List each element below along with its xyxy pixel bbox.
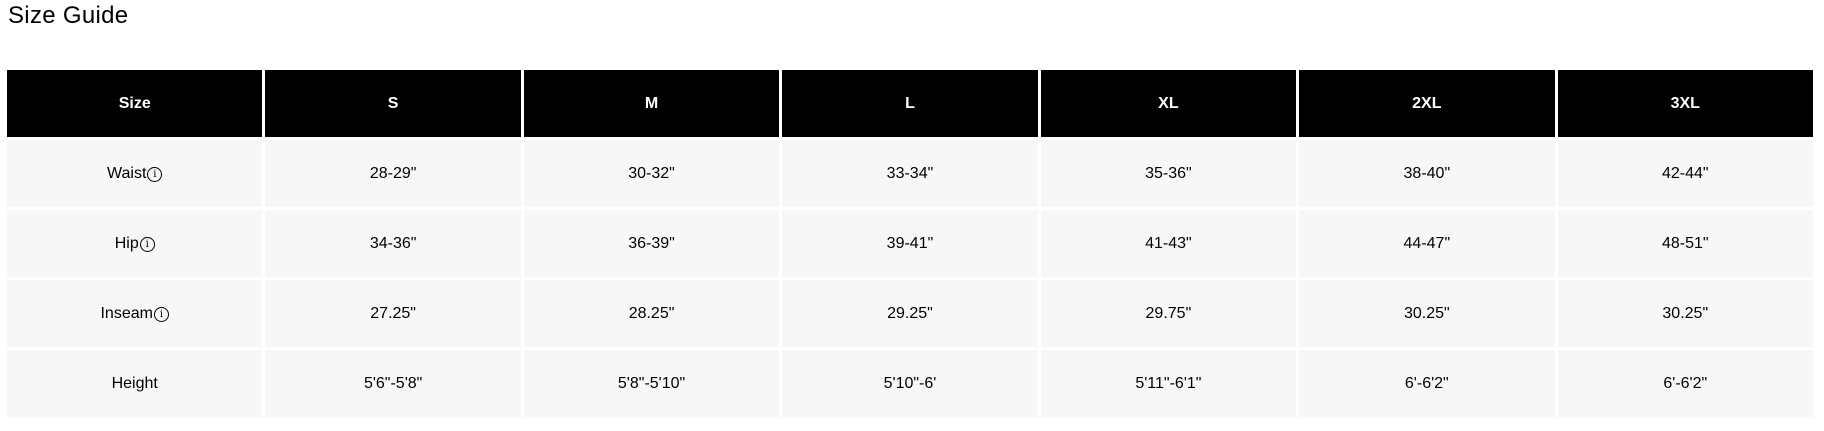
column-header-3xl: 3XL <box>1557 70 1813 137</box>
row-label-text: Inseam <box>100 304 153 322</box>
info-circle-icon[interactable]: i <box>139 236 155 252</box>
table-cell: 44-47" <box>1299 210 1555 277</box>
column-header-2xl: 2XL <box>1299 70 1555 137</box>
info-circle-icon[interactable]: i <box>147 166 163 182</box>
table-cell: 48-51" <box>1557 210 1813 277</box>
table-cell: 38-40" <box>1299 140 1555 207</box>
row-label-height: Height <box>7 350 263 417</box>
size-guide-table: Size S M L XL 2XL 3XL Waist i 28-29" 30-32" 33-34"… <box>4 67 1816 420</box>
table-cell: 5'6"-5'8" <box>265 350 521 417</box>
table-cell: 5'8"-5'10" <box>523 350 780 417</box>
column-header-size: Size <box>7 70 263 137</box>
column-header-m: M <box>523 70 780 137</box>
table-cell: 30.25" <box>1557 280 1813 347</box>
table-header-row: Size S M L XL 2XL 3XL <box>7 70 1813 137</box>
page-title: Size Guide <box>8 2 129 29</box>
table-row: Waist i 28-29" 30-32" 33-34" 35-36" 38-40" 42-4… <box>7 140 1813 207</box>
table-cell: 42-44" <box>1557 140 1813 207</box>
table-cell: 5'10"-6' <box>782 350 1038 417</box>
table-cell: 6'-6'2" <box>1299 350 1555 417</box>
column-header-l: L <box>782 70 1038 137</box>
column-header-s: S <box>265 70 521 137</box>
row-label-text: Hip <box>114 234 139 252</box>
table-cell: 30.25" <box>1299 280 1555 347</box>
info-circle-icon[interactable]: i <box>153 306 169 322</box>
table-cell: 28-29" <box>265 140 521 207</box>
row-label-text: Height <box>111 374 158 392</box>
table-row: Hip i 34-36" 36-39" 39-41" 41-43" 44-47" 48-51" <box>7 210 1813 277</box>
table-cell: 29.75" <box>1040 280 1297 347</box>
table-cell: 33-34" <box>782 140 1038 207</box>
table-cell: 39-41" <box>782 210 1038 277</box>
column-header-xl: XL <box>1040 70 1297 137</box>
table-cell: 27.25" <box>265 280 521 347</box>
table-cell: 35-36" <box>1040 140 1297 207</box>
table-cell: 34-36" <box>265 210 521 277</box>
table-row: Inseam i 27.25" 28.25" 29.25" 29.75" 30.25" 30.… <box>7 280 1813 347</box>
row-label-hip: Hip i <box>7 210 263 277</box>
row-label-waist: Waist i <box>7 140 263 207</box>
table-cell: 30-32" <box>523 140 780 207</box>
row-label-text: Waist <box>107 164 147 182</box>
table-cell: 5'11"-6'1" <box>1040 350 1297 417</box>
table-cell: 28.25" <box>523 280 780 347</box>
table-cell: 36-39" <box>523 210 780 277</box>
table-cell: 29.25" <box>782 280 1038 347</box>
table-row: Height 5'6"-5'8" 5'8"-5'10" 5'10"-6' 5'11"-6… <box>7 350 1813 417</box>
row-label-inseam: Inseam i <box>7 280 263 347</box>
table-cell: 41-43" <box>1040 210 1297 277</box>
table-cell: 6'-6'2" <box>1557 350 1813 417</box>
